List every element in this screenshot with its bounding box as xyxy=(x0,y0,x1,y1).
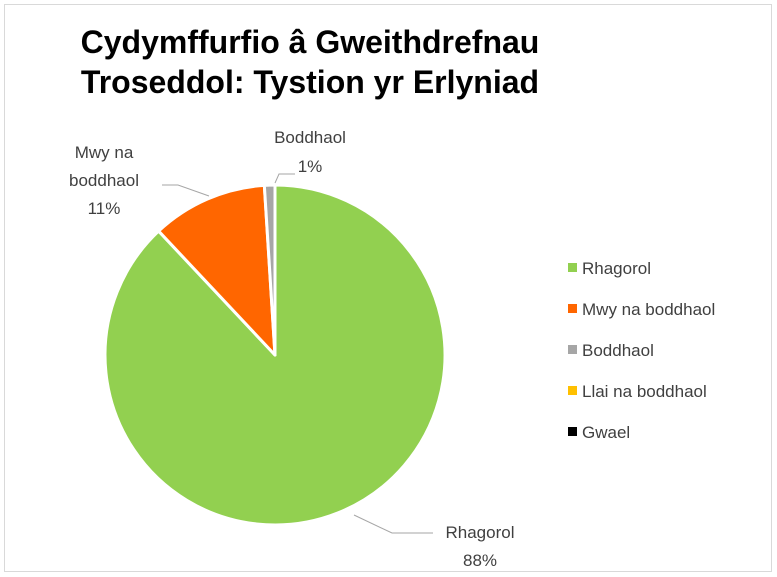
chart-title-line-1: Cydymffurfio â Gweithdrefnau xyxy=(80,24,540,60)
pie-slice-mwy-na-boddhaol xyxy=(157,183,277,357)
legend-swatch-gwael xyxy=(568,427,577,436)
data-label-mwy-line-1: Mwy na xyxy=(75,143,134,162)
legend-label-gwael: Gwael xyxy=(582,423,630,442)
legend-label-mwy-na-boddhaol: Mwy na boddhaol xyxy=(582,300,715,319)
legend-swatch-boddhaol xyxy=(568,345,577,354)
legend-label-boddhaol: Boddhaol xyxy=(582,341,654,360)
data-label-mwy-line-2: boddhaol xyxy=(69,171,139,190)
leader-line-rhagorol xyxy=(353,514,433,534)
chart-title: Cydymffurfio â Gweithdrefnau Troseddol: … xyxy=(40,22,580,102)
chart-title-line-2: Troseddol: Tystion yr Erlyniad xyxy=(80,64,540,100)
legend-swatch-llai-na-boddhaol xyxy=(568,386,577,395)
pie-slice-rhagorol xyxy=(103,183,447,527)
legend-swatch-rhagorol xyxy=(568,263,577,272)
leader-line-boddhaol xyxy=(274,173,295,184)
legend-swatch-mwy-na-boddhaol xyxy=(568,304,577,313)
legend: Rhagorol Mwy na boddhaol Boddhaol Llai na b… xyxy=(568,259,715,442)
data-label-mwy-percent: 11% xyxy=(88,199,121,218)
data-label-rhagorol-name: Rhagorol xyxy=(446,523,515,542)
pie-slice-boddhaol xyxy=(262,183,277,357)
data-label-boddhaol-percent: 1% xyxy=(298,157,323,176)
legend-label-llai-na-boddhaol: Llai na boddhaol xyxy=(582,382,707,401)
data-label-rhagorol-percent: 88% xyxy=(463,551,497,570)
leader-line-mwy-na-boddhaol xyxy=(162,184,210,197)
legend-label-rhagorol: Rhagorol xyxy=(582,259,651,278)
data-label-boddhaol-name: Boddhaol xyxy=(274,128,346,147)
pie-slices xyxy=(103,183,447,527)
